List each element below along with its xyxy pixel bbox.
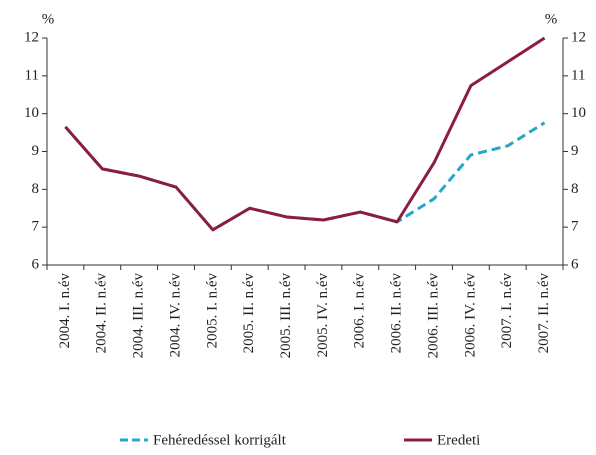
x-tick-label: 2006. II. n.év <box>389 273 405 354</box>
legend-label: Fehéredéssel korrigált <box>153 432 287 448</box>
y2-tick-label: 8 <box>571 181 579 197</box>
y2-tick-label: 11 <box>571 67 585 83</box>
series-line <box>64 36 546 232</box>
y-tick-label: 10 <box>24 105 39 121</box>
legend-label: Eredeti <box>437 432 480 448</box>
y2-axis-label: % <box>545 11 558 27</box>
x-tick-label: 2006. I. n.év <box>352 273 368 349</box>
x-tick-label: 2004. I. n.év <box>57 273 73 349</box>
y-tick-label: 8 <box>32 181 40 197</box>
x-tick-label: 2007. I. n.év <box>499 273 515 349</box>
x-tick-label: 2007. II. n.év <box>536 273 552 354</box>
x-tick-label: 2004. II. n.év <box>94 273 110 354</box>
x-tick-label: 2005. III. n.év <box>278 273 294 359</box>
x-tick-label: 2004. III. n.év <box>131 273 147 359</box>
y-axis-label: % <box>42 11 55 27</box>
y-tick-label: 7 <box>32 219 40 235</box>
y-tick-label: 11 <box>25 67 39 83</box>
y2-tick-label: 10 <box>571 105 586 121</box>
y2-tick-label: 6 <box>571 256 579 272</box>
y-tick-label: 9 <box>32 143 40 159</box>
x-tick-label: 2005. II. n.év <box>241 273 257 354</box>
y-tick-label: 12 <box>24 29 39 45</box>
x-tick-label: 2006. IV. n.év <box>462 273 478 358</box>
x-tick-label: 2006. III. n.év <box>425 273 441 359</box>
x-tick-label: 2005. I. n.év <box>204 273 220 349</box>
y2-tick-label: 12 <box>571 29 586 45</box>
x-tick-label: 2005. IV. n.év <box>315 273 331 358</box>
x-tick-label: 2004. IV. n.év <box>167 273 183 358</box>
y-tick-label: 6 <box>32 256 40 272</box>
y2-tick-label: 7 <box>571 219 579 235</box>
y2-tick-label: 9 <box>571 143 579 159</box>
